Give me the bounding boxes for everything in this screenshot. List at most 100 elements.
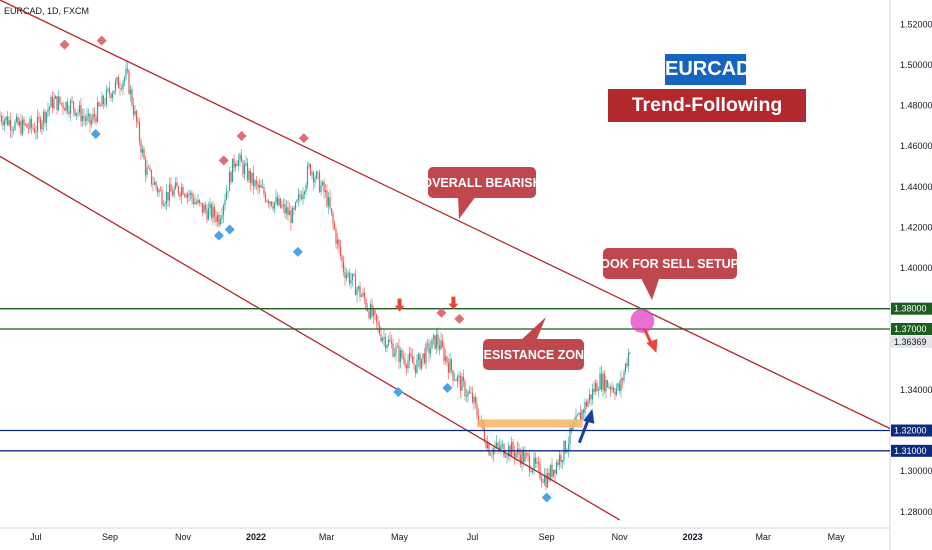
candle-body bbox=[495, 442, 498, 448]
x-tick-label: May bbox=[828, 532, 846, 542]
candle-body bbox=[620, 378, 622, 391]
candle-body bbox=[437, 334, 439, 345]
candle-body bbox=[452, 370, 454, 381]
candle-body bbox=[602, 373, 604, 390]
candle-body bbox=[65, 101, 67, 111]
candle-body bbox=[126, 68, 129, 71]
candle-body bbox=[234, 163, 237, 168]
candle-body bbox=[584, 402, 586, 413]
candle-body bbox=[539, 463, 541, 479]
candle-body bbox=[414, 364, 417, 373]
candle-body bbox=[561, 460, 564, 463]
candle-body bbox=[95, 117, 97, 123]
candle-body bbox=[569, 427, 571, 445]
candle-body bbox=[302, 193, 304, 200]
candle-body bbox=[629, 352, 631, 354]
y-tick-label: 1.50000 bbox=[900, 60, 932, 70]
candle-body bbox=[143, 148, 145, 159]
candle-body bbox=[233, 158, 235, 168]
candle-body bbox=[329, 197, 331, 209]
swing-low-marker bbox=[224, 224, 235, 235]
candle-body bbox=[606, 380, 609, 388]
candle-body bbox=[207, 208, 210, 220]
candle-body bbox=[504, 456, 507, 458]
candle-body bbox=[0, 115, 3, 122]
candle-body bbox=[381, 338, 384, 342]
candle-body bbox=[57, 96, 60, 111]
candle-body bbox=[92, 114, 94, 121]
candle-body bbox=[188, 193, 190, 195]
candle-body bbox=[41, 123, 43, 130]
candle-body bbox=[149, 167, 151, 170]
candle-body bbox=[567, 444, 570, 450]
candle-body bbox=[434, 335, 436, 349]
candle-body bbox=[531, 470, 534, 473]
y-tick-label: 1.34000 bbox=[900, 385, 932, 395]
candle-body bbox=[270, 201, 273, 206]
candle-body bbox=[155, 181, 157, 188]
candle-body bbox=[230, 172, 232, 183]
candle-body bbox=[386, 345, 388, 348]
candle-body bbox=[338, 239, 340, 247]
candle-body bbox=[317, 171, 319, 173]
candle-body bbox=[197, 199, 199, 204]
candle-body bbox=[62, 103, 64, 109]
candle-body bbox=[476, 403, 478, 416]
candle-body bbox=[398, 346, 400, 363]
candle-body bbox=[365, 299, 367, 309]
candle-body bbox=[185, 195, 187, 198]
swing-high-marker bbox=[236, 131, 247, 142]
candle-body bbox=[77, 112, 79, 114]
sell-projection-arrowhead bbox=[646, 338, 658, 353]
candle-body bbox=[3, 120, 6, 126]
candle-body bbox=[530, 470, 532, 473]
candle-body bbox=[269, 201, 271, 204]
candle-body bbox=[275, 197, 277, 203]
candle-body bbox=[282, 204, 285, 206]
candle-body bbox=[348, 272, 351, 284]
candle-body bbox=[425, 344, 427, 364]
candle-body bbox=[32, 127, 34, 129]
resistance-zone-callout: RESISTANCE ZONE bbox=[475, 317, 593, 370]
x-tick-label: Jul bbox=[467, 532, 479, 542]
candle-body bbox=[551, 465, 553, 477]
support-level-tag bbox=[891, 424, 932, 437]
candle-body bbox=[582, 409, 585, 413]
candle-body bbox=[206, 210, 208, 220]
candle-body bbox=[543, 475, 546, 483]
candle-body bbox=[182, 186, 184, 195]
candle-body bbox=[177, 186, 180, 194]
candle-body bbox=[183, 194, 186, 196]
candle-body bbox=[39, 118, 42, 130]
candle-body bbox=[15, 116, 18, 122]
candle-body bbox=[204, 205, 207, 211]
candle-body bbox=[570, 427, 573, 431]
candle-body bbox=[383, 336, 385, 339]
callout-label: RESISTANCE ZONE bbox=[475, 348, 593, 362]
candle-body bbox=[80, 105, 82, 122]
candle-body bbox=[545, 475, 547, 488]
candle-body bbox=[588, 394, 591, 401]
candle-body bbox=[357, 286, 360, 290]
candle-body bbox=[11, 129, 13, 131]
candle-body bbox=[342, 261, 345, 273]
candle-body bbox=[474, 396, 477, 404]
candle-body bbox=[605, 380, 607, 392]
candle-body bbox=[198, 199, 201, 203]
candle-body bbox=[435, 334, 438, 349]
candle-body bbox=[167, 191, 169, 201]
candle-body bbox=[407, 360, 409, 369]
candle-body bbox=[396, 346, 399, 347]
y-tick-label: 1.42000 bbox=[900, 222, 932, 232]
candle-body bbox=[491, 454, 493, 456]
candle-body bbox=[267, 200, 270, 204]
candle-body bbox=[554, 469, 556, 474]
candle-body bbox=[6, 116, 9, 126]
candle-body bbox=[447, 363, 450, 373]
last-price-label: 1.36369 bbox=[894, 337, 927, 347]
candle-body bbox=[114, 81, 117, 91]
candle-body bbox=[564, 441, 567, 453]
swing-low-marker bbox=[213, 230, 224, 241]
swing-high-marker bbox=[436, 307, 447, 318]
candle-body bbox=[410, 353, 412, 357]
